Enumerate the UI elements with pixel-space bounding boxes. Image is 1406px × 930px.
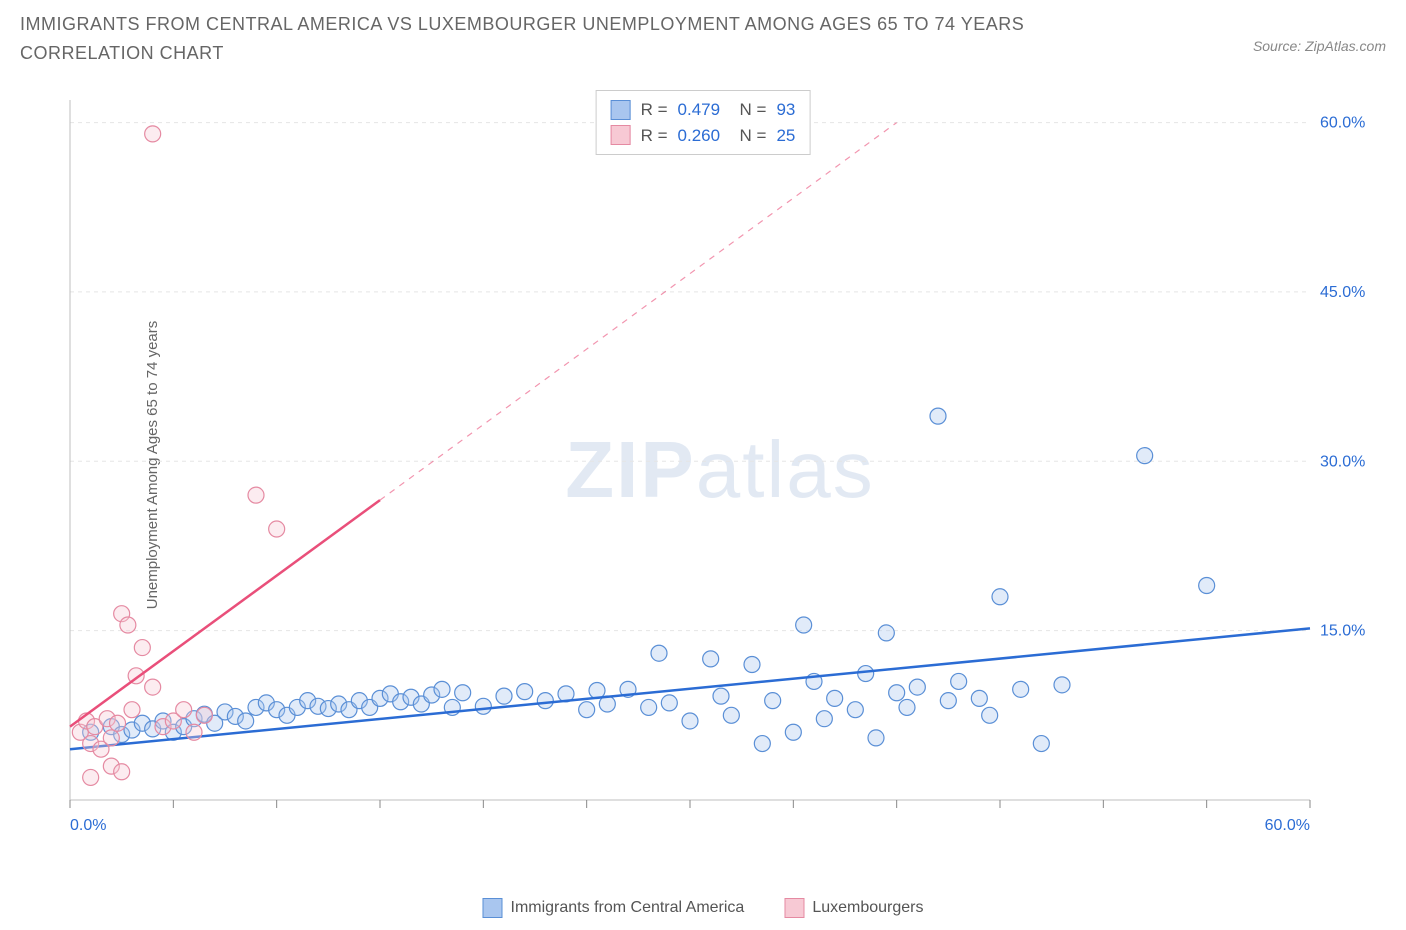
legend-swatch bbox=[611, 125, 631, 145]
svg-text:60.0%: 60.0% bbox=[1320, 115, 1365, 132]
stats-row: R = 0.260 N = 25 bbox=[611, 123, 796, 149]
source-attribution: Source: ZipAtlas.com bbox=[1253, 10, 1386, 54]
svg-text:60.0%: 60.0% bbox=[1265, 817, 1310, 834]
chart-area: ZIPatlas 0.0%60.0%15.0%30.0%45.0%60.0% bbox=[60, 90, 1380, 850]
legend-item: Immigrants from Central America bbox=[482, 898, 744, 918]
legend-swatch bbox=[784, 898, 804, 918]
svg-text:30.0%: 30.0% bbox=[1320, 453, 1365, 470]
bottom-legend: Immigrants from Central America Luxembour… bbox=[482, 898, 923, 918]
stats-row: R = 0.479 N = 93 bbox=[611, 97, 796, 123]
svg-text:0.0%: 0.0% bbox=[70, 817, 106, 834]
legend-swatch bbox=[611, 100, 631, 120]
legend-swatch bbox=[482, 898, 502, 918]
scatter-plot: 0.0% 60.0% 15.0% 30.0% 45.0% 60.0% bbox=[60, 90, 1380, 850]
svg-text:15.0%: 15.0% bbox=[1320, 623, 1365, 640]
chart-title: IMMIGRANTS FROM CENTRAL AMERICA VS LUXEM… bbox=[20, 10, 1120, 68]
svg-text:45.0%: 45.0% bbox=[1320, 284, 1365, 301]
legend-item: Luxembourgers bbox=[784, 898, 923, 918]
stats-legend: R = 0.479 N = 93 R = 0.260 N = 25 bbox=[596, 90, 811, 155]
